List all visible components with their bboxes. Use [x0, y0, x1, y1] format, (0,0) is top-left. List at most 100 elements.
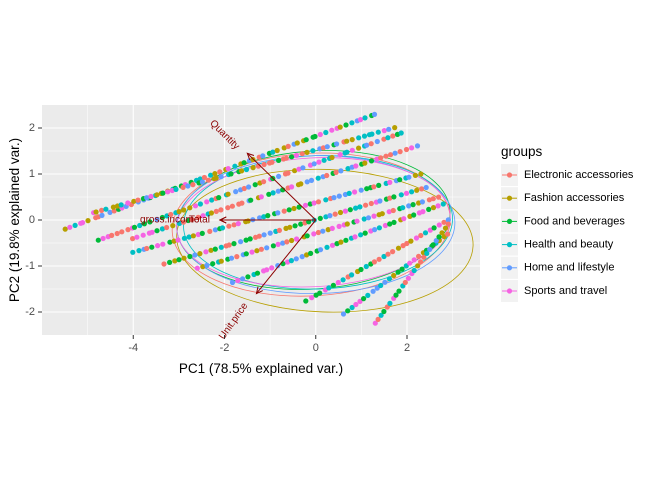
data-point [436, 234, 442, 240]
data-point [419, 186, 425, 192]
data-point [317, 215, 323, 221]
data-point [289, 154, 295, 160]
data-point [270, 190, 276, 196]
data-point [349, 137, 355, 143]
data-point [125, 227, 131, 233]
loading-arrow [256, 219, 317, 294]
data-point [400, 205, 406, 211]
data-point [349, 304, 355, 311]
data-point [85, 218, 91, 224]
data-point [340, 277, 346, 283]
data-point [445, 231, 451, 237]
data-point [308, 177, 315, 183]
legend-key-point [506, 242, 513, 248]
data-point [149, 244, 155, 250]
data-point [208, 210, 214, 216]
x-tick-label: 0 [313, 342, 319, 354]
legend-label: Fashion accessories [524, 192, 625, 204]
data-point [213, 175, 219, 181]
data-point [343, 237, 349, 243]
data-point [368, 158, 375, 164]
data-point [266, 191, 272, 197]
data-point [136, 248, 142, 254]
legend-label: Food and beverages [524, 215, 625, 227]
data-point [243, 237, 249, 243]
data-point [233, 189, 239, 195]
data-point [369, 131, 375, 137]
data-point [361, 133, 368, 139]
data-point [217, 169, 223, 175]
data-point [302, 202, 309, 208]
data-point [289, 237, 295, 244]
data-point [371, 184, 377, 190]
data-point [427, 227, 433, 233]
legend-label: Sports and travel [524, 285, 607, 297]
data-point [413, 235, 420, 241]
data-point [250, 165, 256, 171]
data-point [440, 201, 446, 207]
data-point [216, 195, 222, 201]
data-point [194, 265, 200, 271]
data-point [235, 277, 241, 284]
data-point [387, 195, 393, 201]
data-point [303, 298, 309, 304]
data-point [257, 215, 263, 221]
data-point [231, 241, 237, 247]
data-point [125, 200, 131, 206]
data-point [343, 122, 349, 128]
data-point [280, 240, 286, 246]
data-point [289, 184, 295, 190]
data-point [381, 136, 387, 142]
data-point [107, 209, 113, 215]
loading-label: Total [189, 215, 210, 226]
data-point [312, 133, 318, 140]
data-point [261, 179, 267, 185]
data-point [229, 203, 235, 209]
data-point [352, 189, 358, 195]
data-point [349, 120, 355, 126]
data-point [304, 252, 310, 258]
data-point [286, 207, 292, 213]
data-point [155, 243, 161, 249]
data-point [395, 269, 401, 275]
data-point [315, 199, 322, 205]
data-point [382, 279, 388, 285]
data-point [131, 198, 137, 204]
data-point [283, 155, 289, 161]
legend-title: groups [501, 144, 543, 159]
data-point [325, 227, 331, 233]
data-point [218, 207, 224, 213]
legend-key-point [506, 195, 513, 201]
data-point [386, 126, 392, 132]
data-point [291, 205, 297, 212]
data-point [134, 234, 140, 240]
data-point [192, 252, 198, 258]
data-point [354, 218, 360, 224]
data-point [219, 225, 226, 231]
group-ellipse [176, 157, 451, 288]
data-point [356, 135, 362, 141]
data-point [401, 216, 407, 222]
data-point [208, 247, 214, 253]
data-point [329, 225, 335, 231]
data-point [320, 145, 326, 151]
data-point [218, 258, 224, 264]
data-point [276, 227, 282, 233]
data-point [383, 153, 389, 159]
data-point [409, 189, 415, 195]
data-point [99, 212, 105, 218]
data-point [299, 151, 305, 157]
data-point [337, 124, 343, 130]
data-point [176, 257, 182, 263]
data-point [185, 183, 191, 189]
data-point [390, 133, 396, 139]
data-point [110, 204, 116, 210]
data-point [331, 195, 337, 201]
data-point [137, 222, 143, 229]
data-point [345, 166, 351, 172]
data-point [387, 179, 393, 185]
data-point [317, 131, 323, 138]
data-point [396, 288, 402, 294]
data-point [303, 137, 309, 143]
data-point [225, 166, 231, 172]
